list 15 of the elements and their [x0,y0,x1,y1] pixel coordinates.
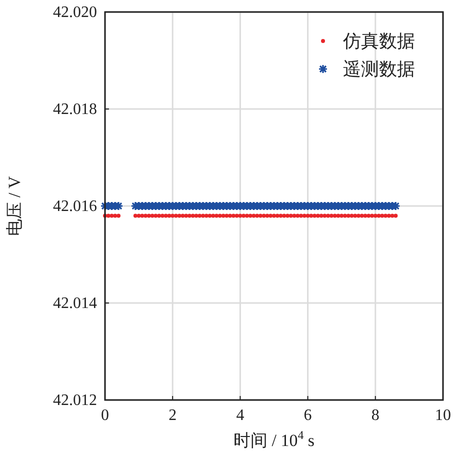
x-tick-label: 0 [101,407,109,424]
y-tick-label: 42.016 [53,198,97,215]
x-axis-title: 时间 / 10$^{4}$ s [233,428,315,450]
x-tick-label: 2 [168,407,177,424]
legend-label: 仿真数据 [342,31,415,51]
y-tick-label: 42.014 [53,295,97,312]
x-tick-label: 4 [236,407,244,424]
y-tick-label: 42.012 [53,392,97,409]
legend-label: 遥测数据 [343,59,415,79]
x-tick-label: 8 [371,407,380,424]
y-axis-title: 电压 / V [5,176,24,236]
x-tick-label: 10 [435,407,451,424]
y-tick-label: 42.020 [53,4,97,21]
x-tick-label: 6 [304,407,312,424]
y-tick-label: 42.018 [53,101,97,118]
